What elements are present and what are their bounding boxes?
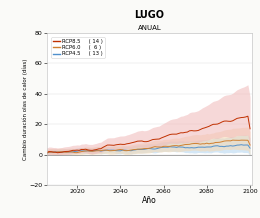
X-axis label: Año: Año <box>142 196 157 205</box>
Text: LUGO: LUGO <box>134 10 165 20</box>
Text: ANUAL: ANUAL <box>138 25 161 31</box>
Legend: RCP8.5     ( 14 ), RCP6.0     (  6 ), RCP4.5     ( 13 ): RCP8.5 ( 14 ), RCP6.0 ( 6 ), RCP4.5 ( 13… <box>51 37 105 58</box>
Y-axis label: Cambio duración olas de calor (días): Cambio duración olas de calor (días) <box>23 58 28 160</box>
